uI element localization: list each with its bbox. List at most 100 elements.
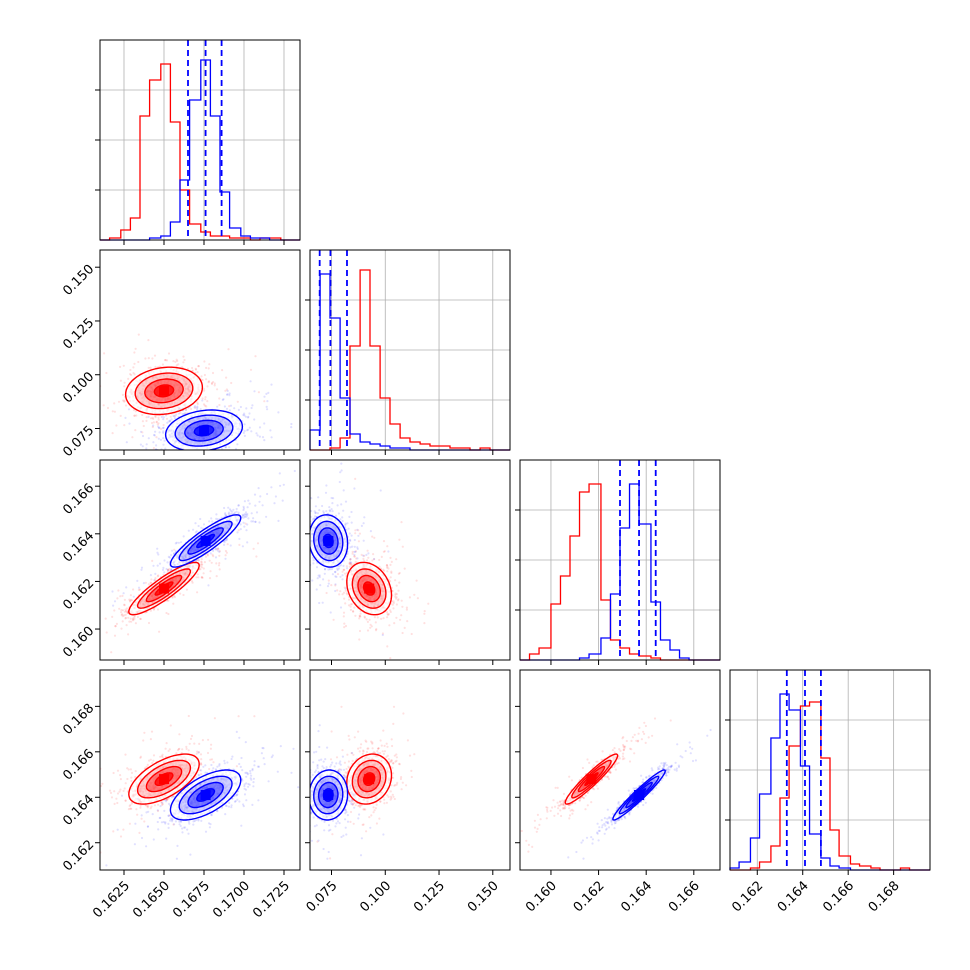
scatter-point — [371, 559, 374, 562]
scatter-point — [225, 514, 228, 517]
scatter-point — [168, 567, 171, 571]
scatter-point — [149, 609, 152, 612]
scatter-point — [155, 444, 158, 447]
scatter-point — [184, 409, 187, 412]
scatter-point — [128, 598, 131, 601]
scatter-point — [343, 626, 346, 629]
scatter-point — [395, 558, 398, 561]
scatter-point — [150, 578, 153, 581]
scatter-point — [243, 513, 246, 516]
scatter-point — [202, 455, 204, 457]
scatter-point — [373, 616, 376, 619]
scatter-point — [186, 367, 189, 370]
scatter-point — [226, 543, 229, 546]
scatter-point — [187, 529, 190, 532]
scatter-point — [196, 591, 199, 594]
scatter-point — [266, 492, 269, 496]
scatter-point — [349, 558, 352, 561]
scatter-point — [76, 414, 78, 416]
scatter-point — [216, 548, 219, 551]
scatter-point — [249, 368, 253, 371]
scatter-point — [222, 452, 224, 454]
scatter-point — [358, 615, 361, 618]
scatter-point — [129, 594, 132, 597]
scatter-point — [180, 541, 183, 544]
scatter-point — [205, 458, 207, 460]
scatter-point — [306, 513, 308, 515]
scatter-point — [243, 434, 246, 437]
scatter-point — [352, 610, 355, 613]
scatter-point — [281, 499, 284, 502]
scatter-point — [307, 515, 309, 517]
scatter-point — [234, 447, 238, 450]
scatter-panel-0-1 — [43, 249, 301, 460]
scatter-point — [373, 536, 376, 539]
scatter-point — [224, 389, 227, 392]
scatter-point — [386, 645, 389, 648]
scatter-point — [351, 552, 354, 555]
scatter-point — [374, 621, 377, 624]
scatter-point — [386, 612, 389, 616]
scatter-point — [162, 431, 165, 434]
scatter-point — [212, 380, 215, 384]
scatter-point — [303, 457, 305, 459]
scatter-point — [194, 406, 197, 409]
scatter-point — [174, 542, 177, 545]
scatter-point — [273, 502, 276, 505]
scatter-point — [210, 561, 213, 564]
scatter-point — [227, 348, 230, 351]
scatter-point — [203, 360, 206, 363]
scatter-point — [156, 608, 160, 611]
scatter-point — [406, 620, 409, 623]
scatter-point — [139, 430, 143, 433]
scatter-point — [220, 447, 224, 450]
scatter-point — [173, 552, 176, 555]
scatter-point — [172, 360, 175, 363]
scatter-point — [132, 371, 135, 375]
scatter-point — [209, 570, 212, 573]
scatter-point — [339, 518, 342, 521]
scatter-point — [401, 545, 404, 548]
scatter-point — [253, 418, 256, 421]
scatter-point — [332, 618, 335, 621]
scatter-point — [151, 416, 154, 419]
scatter-point — [175, 358, 178, 361]
panel-frame — [99, 459, 301, 661]
scatter-point — [225, 551, 228, 554]
scatter-point — [173, 415, 176, 418]
scatter-point — [145, 443, 148, 446]
scatter-point — [331, 510, 334, 513]
scatter-point — [340, 462, 343, 465]
scatter-point — [311, 579, 314, 582]
scatter-point — [121, 620, 124, 623]
scatter-point — [43, 375, 45, 377]
scatter-point — [263, 395, 266, 398]
scatter-point — [165, 414, 168, 417]
scatter-point — [123, 381, 126, 384]
scatter-point — [195, 530, 198, 533]
scatter-point — [134, 410, 137, 413]
scatter-point — [239, 405, 242, 409]
scatter-point — [269, 429, 272, 432]
scatter-point — [158, 365, 161, 368]
scatter-point — [204, 398, 207, 401]
hist-panel-2 — [515, 459, 721, 665]
scatter-point — [214, 547, 217, 550]
scatter-point — [124, 416, 127, 419]
scatter-point — [216, 405, 219, 408]
scatter-point — [86, 407, 88, 409]
scatter-point — [223, 543, 226, 547]
scatter-point — [137, 588, 140, 592]
scatter-point — [386, 565, 389, 568]
scatter-point — [246, 541, 249, 544]
scatter-point — [230, 381, 233, 385]
scatter-point — [137, 360, 140, 364]
scatter-point — [136, 579, 139, 583]
scatter-point — [132, 408, 135, 412]
scatter-point — [210, 381, 213, 385]
scatter-point — [209, 552, 212, 555]
scatter-point — [317, 496, 320, 499]
scatter-point — [363, 615, 366, 618]
scatter-point — [175, 364, 178, 367]
panel-frame — [729, 669, 931, 871]
